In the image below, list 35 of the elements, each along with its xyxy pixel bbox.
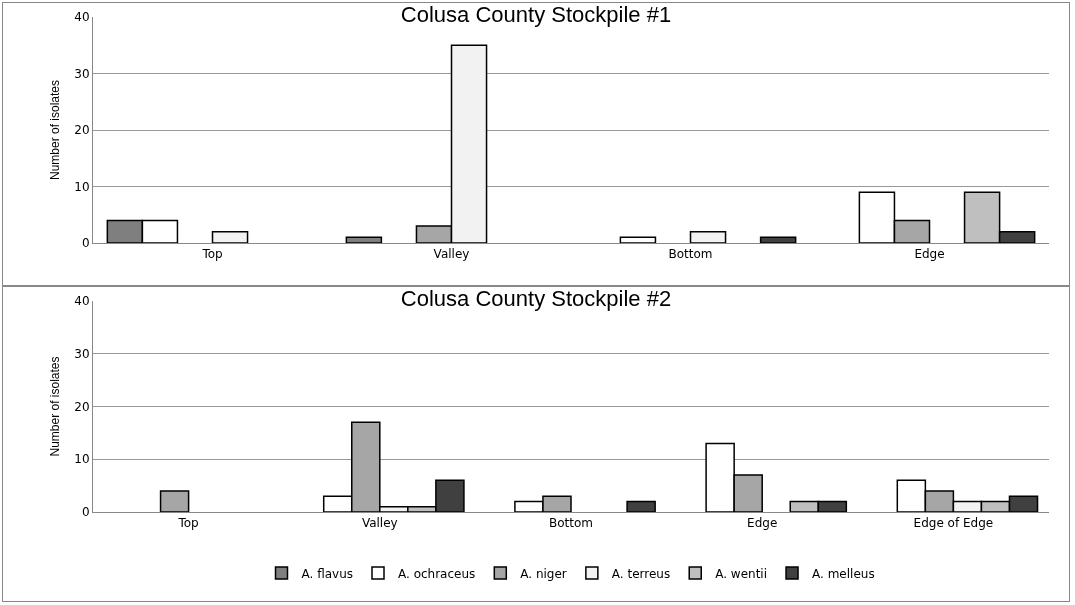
x-tick-label: Edge	[747, 516, 778, 531]
x-tick-label: Edge	[914, 247, 945, 262]
y-tick-label: 30	[74, 346, 90, 361]
y-tick-label: 20	[74, 399, 90, 414]
x-tick-label: Bottom	[548, 516, 594, 531]
bar	[159, 490, 190, 512]
x-tick-label: Top	[177, 516, 199, 531]
x-tick-label: Valley	[433, 247, 470, 262]
x-tick-label: Top	[201, 247, 223, 262]
bar	[759, 236, 797, 243]
y-tick-label: 0	[81, 505, 90, 520]
y-tick-label: 40	[74, 10, 90, 25]
x-tick-label: Bottom	[668, 247, 713, 262]
bar	[626, 500, 656, 512]
y-axis-title: Number of isolates	[48, 356, 62, 457]
y-axis-title: Number of isolates	[48, 79, 62, 181]
chart-title: Colusa County Stockpile #1	[400, 2, 672, 28]
y-tick-label: 20	[74, 123, 90, 138]
bar	[211, 230, 249, 243]
legend-label: A. niger	[520, 566, 567, 581]
y-tick-label: 30	[74, 66, 90, 81]
bar	[619, 236, 657, 243]
legend-label: A. terreus	[611, 566, 671, 581]
legend-label: A. flavus	[301, 566, 353, 581]
y-tick-label: 40	[74, 294, 90, 309]
chart-title: Colusa County Stockpile #2	[400, 286, 672, 312]
legend-label: A. melleus	[812, 566, 875, 581]
y-tick-label: 10	[74, 452, 90, 467]
y-tick-label: 0	[81, 236, 90, 251]
y-tick-label: 10	[74, 179, 90, 194]
bar	[689, 230, 727, 243]
legend-label: A. ochraceus	[398, 566, 476, 581]
x-tick-label: Valley	[361, 516, 398, 531]
x-tick-label: Edge of Edge	[913, 516, 994, 531]
legend-label: A. wentii	[715, 566, 768, 581]
